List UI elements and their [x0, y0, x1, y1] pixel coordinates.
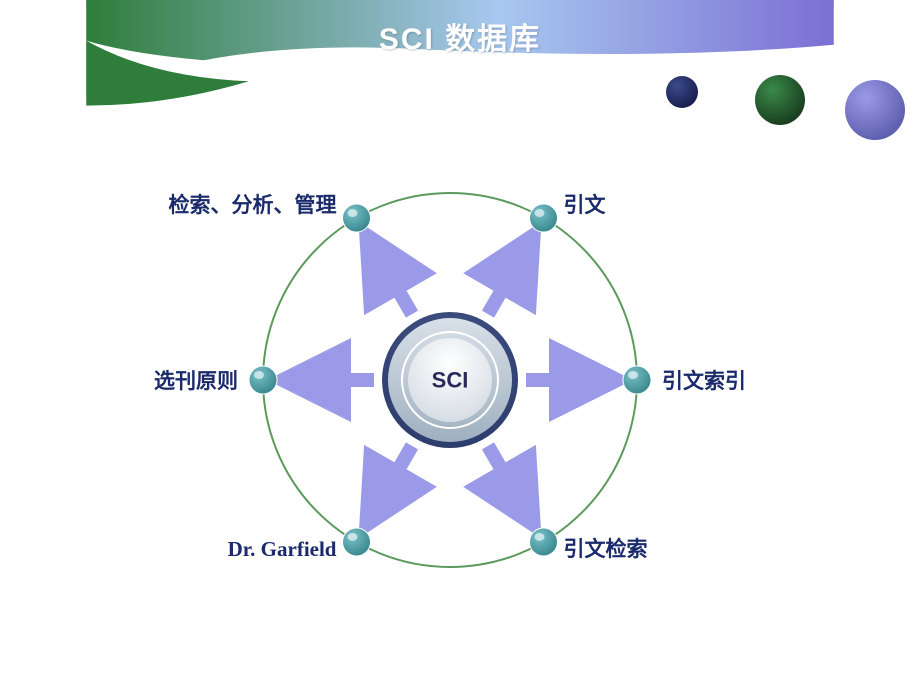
- diagram-arrow: [488, 446, 528, 514]
- diagram-node: [343, 204, 371, 232]
- title-text: SCI 数据库: [379, 23, 541, 56]
- diagram-node: [249, 366, 277, 394]
- diagram-node-label: 引文索引: [662, 369, 746, 393]
- diagram-arrow: [373, 246, 413, 314]
- slide-title: SCI 数据库: [0, 14, 920, 58]
- diagram-node-label: 引文: [564, 193, 607, 217]
- diagram-node-label: 引文检索: [564, 537, 648, 561]
- radial-diagram: SCI 引文引文索引引文检索 Dr. Garfield 选刊原则 检索、分析、管理: [0, 150, 920, 690]
- diagram-node-label: Dr. Garfield: [228, 537, 337, 561]
- diagram-arrow: [488, 246, 528, 314]
- diagram-node: [530, 204, 558, 232]
- diagram-arrow: [373, 446, 413, 514]
- diagram-node: [343, 528, 371, 556]
- diagram-node-label: 检索、分析、管理: [169, 193, 337, 217]
- hub-label: SCI: [432, 368, 469, 393]
- diagram-node: [623, 366, 651, 394]
- slide: SCI 数据库: [0, 0, 920, 690]
- diagram-node: [530, 528, 558, 556]
- diagram-node-label: 选刊原则: [154, 370, 238, 393]
